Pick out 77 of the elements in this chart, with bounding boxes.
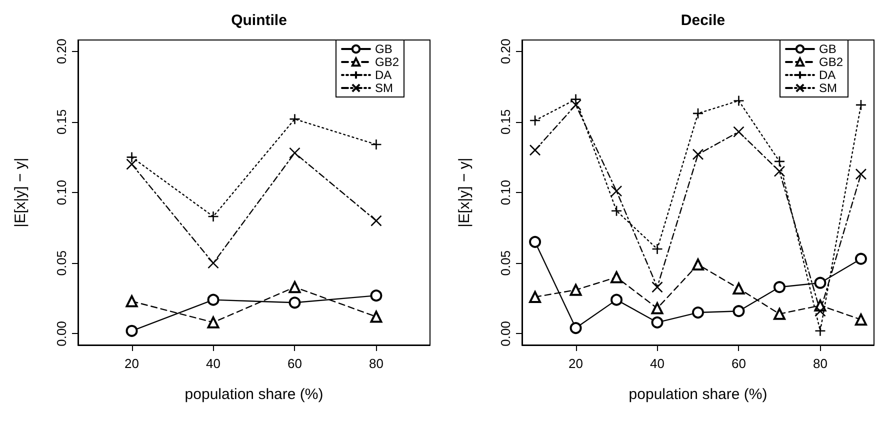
legend-label: DA: [818, 68, 836, 82]
point: [692, 306, 704, 319]
point: [529, 290, 542, 303]
point: [855, 99, 867, 111]
legend-label: SM: [374, 81, 393, 95]
y-tick-label: 0.00: [498, 321, 513, 346]
point: [610, 271, 623, 284]
legend-label: GB2: [818, 55, 844, 69]
point: [855, 168, 867, 180]
y-axis-title: |E[x|y] − y|: [456, 158, 473, 228]
legend-label: DA: [374, 68, 392, 82]
legend-label: SM: [818, 81, 837, 95]
point: [854, 314, 867, 326]
point: [370, 215, 382, 226]
legend-label: GB2: [374, 55, 400, 69]
point: [570, 284, 582, 296]
y-tick-label: 0.20: [54, 38, 69, 64]
y-tick-label: 0.15: [54, 109, 69, 135]
point: [610, 294, 623, 306]
y-tick-label: 0.20: [498, 38, 513, 64]
x-tick-label: 40: [206, 356, 220, 371]
y-tick-label: 0.05: [498, 250, 513, 276]
point: [774, 166, 786, 177]
y-tick-label: 0.15: [498, 109, 513, 135]
point: [692, 258, 704, 271]
chart-title: Quintile: [231, 12, 287, 29]
point: [773, 281, 786, 294]
point: [126, 324, 138, 337]
x-tick-label: 20: [568, 356, 584, 371]
point: [610, 205, 622, 217]
point: [370, 138, 382, 150]
y-tick-label: 0.10: [498, 180, 513, 206]
point: [732, 305, 745, 318]
y-tick-label: 0.10: [54, 180, 69, 206]
point: [207, 316, 220, 328]
point: [288, 296, 301, 309]
point: [652, 281, 663, 293]
point: [289, 147, 300, 159]
point: [732, 282, 745, 295]
point: [288, 281, 301, 294]
point: [814, 276, 826, 289]
point: [126, 295, 138, 308]
point: [652, 243, 663, 255]
point: [692, 148, 704, 160]
x-tick-label: 80: [812, 356, 828, 371]
point: [529, 144, 541, 156]
x-tick-label: 80: [368, 356, 384, 371]
point: [814, 305, 826, 317]
legend-label: GB: [818, 42, 836, 56]
point: [370, 290, 382, 302]
point: [208, 210, 219, 222]
point: [529, 114, 541, 126]
point: [773, 308, 786, 320]
point: [208, 257, 219, 269]
point: [610, 185, 622, 197]
point: [207, 294, 220, 306]
x-tick-label: 20: [124, 356, 140, 371]
x-axis-title: population share (%): [184, 386, 324, 403]
point: [692, 108, 704, 120]
y-tick-label: 0.00: [54, 321, 69, 346]
x-tick-label: 60: [732, 356, 746, 371]
point: [854, 252, 867, 265]
y-axis-title: |E[x|y] − y|: [12, 158, 29, 228]
point: [774, 156, 786, 168]
legend-label: GB: [374, 42, 392, 56]
x-tick-label: 60: [288, 356, 302, 371]
point: [651, 302, 664, 314]
point: [289, 113, 300, 125]
y-tick-label: 0.05: [54, 250, 69, 276]
chart-title: Decile: [680, 12, 726, 29]
point: [651, 316, 664, 328]
x-axis-title: population share (%): [628, 386, 768, 403]
point: [733, 126, 744, 138]
x-tick-label: 40: [650, 356, 664, 371]
point: [529, 236, 542, 248]
point: [370, 310, 382, 323]
point: [570, 322, 582, 334]
